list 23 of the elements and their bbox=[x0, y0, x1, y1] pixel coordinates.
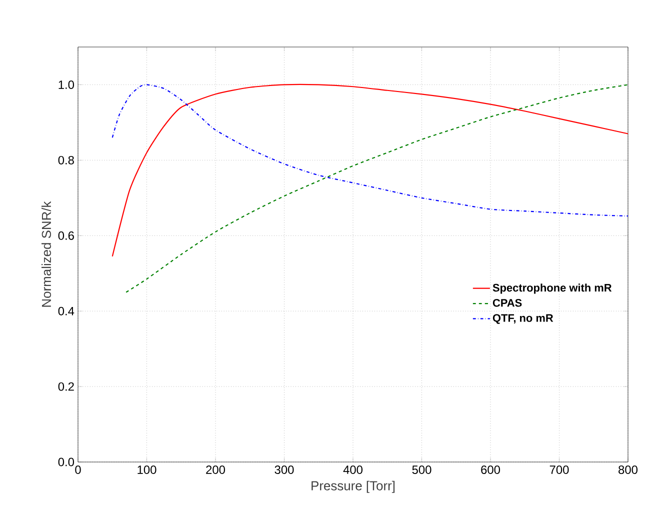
legend-label: Spectrophone with mR bbox=[492, 284, 612, 294]
y-tick-label: 0.6 bbox=[58, 231, 74, 240]
line-series bbox=[112, 84, 628, 217]
x-tick-label: 200 bbox=[206, 466, 226, 474]
x-tick-label: 400 bbox=[343, 466, 363, 474]
y-tick-label: 0.4 bbox=[58, 306, 74, 316]
line-series bbox=[126, 84, 628, 293]
line-series bbox=[112, 84, 628, 257]
x-tick-label: 600 bbox=[481, 466, 500, 474]
y-tick-label: 0.0 bbox=[58, 458, 74, 466]
y-axis-title: Normalized SNR/k bbox=[42, 201, 52, 307]
x-axis-title: Pressure [Torr] bbox=[312, 480, 395, 493]
x-tick-label: 100 bbox=[138, 466, 156, 474]
y-tick-label: 0.2 bbox=[58, 382, 74, 391]
legend-label: CPAS bbox=[492, 299, 522, 307]
y-tick-label: 0.8 bbox=[58, 156, 74, 164]
legend-label: QTF, no mR bbox=[492, 314, 554, 324]
y-tick-label: 1.0 bbox=[58, 80, 74, 89]
x-tick-label: 700 bbox=[550, 466, 569, 474]
x-tick-label: 500 bbox=[412, 466, 432, 474]
x-tick-label: 300 bbox=[274, 466, 294, 474]
x-tick-label: 0 bbox=[75, 466, 81, 474]
x-tick-label: 800 bbox=[618, 466, 638, 474]
